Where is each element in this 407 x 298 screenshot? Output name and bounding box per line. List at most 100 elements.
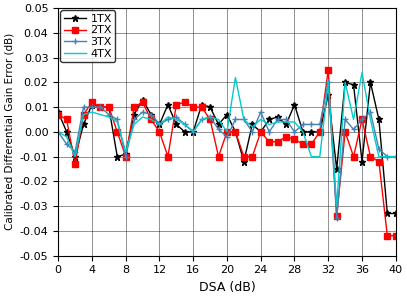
2TX: [309, 142, 314, 146]
2TX: [368, 155, 373, 159]
1TX: [90, 103, 94, 106]
3TX: [225, 135, 230, 139]
1TX: [267, 118, 271, 121]
2TX: [56, 113, 61, 116]
Line: 4TX: 4TX: [58, 72, 396, 206]
3TX: [376, 148, 381, 151]
2TX: [376, 160, 381, 163]
1TX: [216, 123, 221, 126]
1TX: [157, 123, 162, 126]
4TX: [123, 150, 128, 153]
4TX: [250, 125, 255, 129]
2TX: [385, 234, 390, 238]
1TX: [199, 103, 204, 106]
2TX: [267, 140, 271, 144]
4TX: [132, 123, 137, 126]
2TX: [284, 135, 289, 139]
4TX: [376, 155, 381, 159]
Line: 3TX: 3TX: [55, 79, 399, 222]
3TX: [385, 155, 390, 159]
X-axis label: DSA (dB): DSA (dB): [199, 281, 255, 294]
4TX: [359, 71, 364, 74]
4TX: [106, 115, 111, 119]
1TX: [393, 212, 398, 215]
1TX: [368, 80, 373, 84]
4TX: [199, 118, 204, 121]
3TX: [132, 118, 137, 121]
2TX: [157, 130, 162, 134]
1TX: [326, 93, 331, 97]
4TX: [115, 120, 120, 124]
4TX: [140, 115, 145, 119]
4TX: [326, 80, 331, 84]
2TX: [250, 155, 255, 159]
1TX: [225, 113, 230, 116]
2TX: [351, 155, 356, 159]
1TX: [208, 105, 212, 109]
3TX: [149, 113, 153, 116]
1TX: [106, 105, 111, 109]
3TX: [123, 155, 128, 159]
2TX: [98, 105, 103, 109]
3TX: [326, 80, 331, 84]
2TX: [106, 105, 111, 109]
2TX: [90, 100, 94, 104]
4TX: [393, 155, 398, 159]
3TX: [300, 123, 305, 126]
3TX: [115, 118, 120, 121]
4TX: [157, 123, 162, 126]
2TX: [115, 130, 120, 134]
2TX: [72, 162, 77, 166]
4TX: [385, 155, 390, 159]
1TX: [317, 130, 322, 134]
3TX: [334, 217, 339, 220]
4TX: [191, 130, 196, 134]
3TX: [157, 123, 162, 126]
2TX: [64, 118, 69, 121]
3TX: [98, 105, 103, 109]
1TX: [166, 103, 171, 106]
2TX: [81, 113, 86, 116]
2TX: [140, 100, 145, 104]
1TX: [140, 98, 145, 102]
3TX: [284, 118, 289, 121]
4TX: [267, 123, 271, 126]
4TX: [208, 115, 212, 119]
1TX: [343, 80, 348, 84]
2TX: [182, 100, 187, 104]
1TX: [233, 130, 238, 134]
3TX: [199, 118, 204, 121]
2TX: [300, 142, 305, 146]
1TX: [292, 103, 297, 106]
1TX: [359, 160, 364, 163]
4TX: [56, 130, 61, 134]
Y-axis label: Calibrated Differential Gain Error (dB): Calibrated Differential Gain Error (dB): [4, 33, 14, 230]
Legend: 1TX, 2TX, 3TX, 4TX: 1TX, 2TX, 3TX, 4TX: [60, 10, 115, 62]
2TX: [317, 130, 322, 134]
4TX: [64, 135, 69, 139]
1TX: [81, 123, 86, 126]
3TX: [233, 118, 238, 121]
3TX: [81, 105, 86, 109]
4TX: [241, 118, 246, 121]
4TX: [166, 115, 171, 119]
4TX: [90, 110, 94, 114]
3TX: [182, 123, 187, 126]
1TX: [351, 83, 356, 87]
4TX: [292, 120, 297, 124]
3TX: [64, 142, 69, 146]
1TX: [376, 118, 381, 121]
2TX: [149, 118, 153, 121]
2TX: [343, 130, 348, 134]
3TX: [250, 130, 255, 134]
2TX: [216, 155, 221, 159]
1TX: [98, 105, 103, 109]
4TX: [334, 204, 339, 208]
4TX: [275, 120, 280, 124]
3TX: [359, 118, 364, 121]
2TX: [393, 234, 398, 238]
1TX: [284, 123, 289, 126]
1TX: [56, 110, 61, 114]
2TX: [258, 130, 263, 134]
3TX: [191, 130, 196, 134]
